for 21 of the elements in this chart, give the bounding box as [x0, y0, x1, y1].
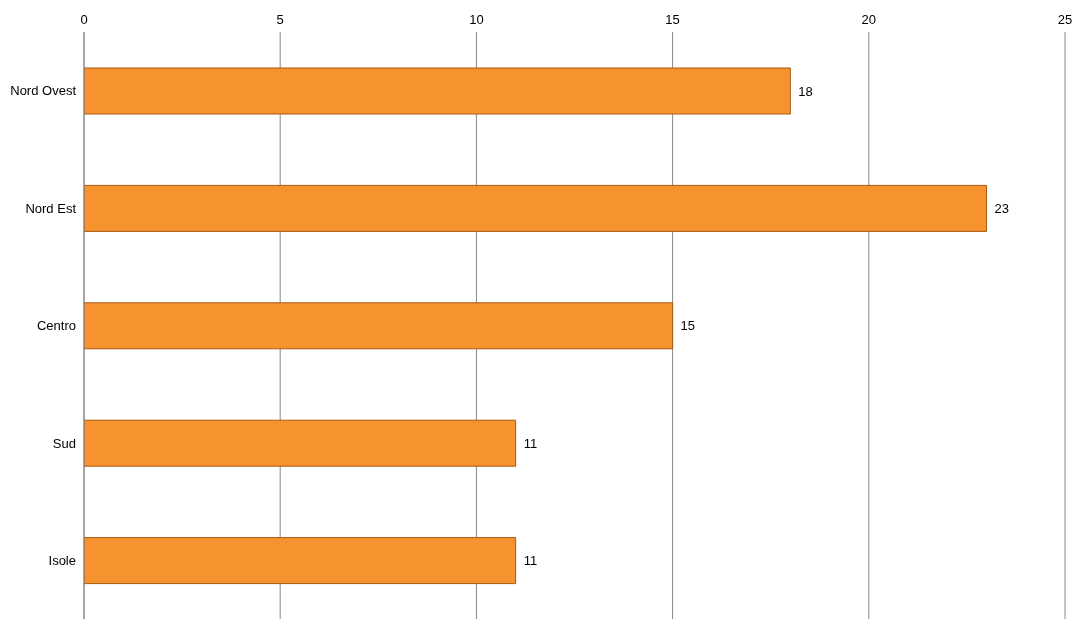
x-tick-label: 25: [1057, 12, 1073, 27]
y-tick-label: Nord Ovest: [10, 83, 77, 99]
bar: [84, 419, 517, 467]
y-tick-label: Sud: [52, 435, 76, 451]
y-tick-label: Centro: [36, 318, 76, 334]
x-tick-label: 5: [276, 12, 284, 27]
x-tick-label: 10: [469, 12, 484, 27]
bar: [84, 67, 791, 115]
x-tick-label: 0: [80, 12, 88, 27]
data-label: 18: [798, 83, 813, 99]
bar: [84, 302, 674, 350]
data-label: 11: [523, 435, 538, 451]
y-tick-label: Isole: [48, 552, 76, 568]
bar: [84, 184, 988, 232]
y-tick-label: Nord Est: [25, 200, 77, 216]
x-tick-label: 20: [861, 12, 877, 27]
data-label: 15: [680, 318, 696, 334]
data-label: 11: [523, 553, 538, 569]
bar: [84, 537, 517, 585]
data-label: 23: [994, 201, 1009, 217]
x-tick-label: 15: [665, 12, 680, 27]
